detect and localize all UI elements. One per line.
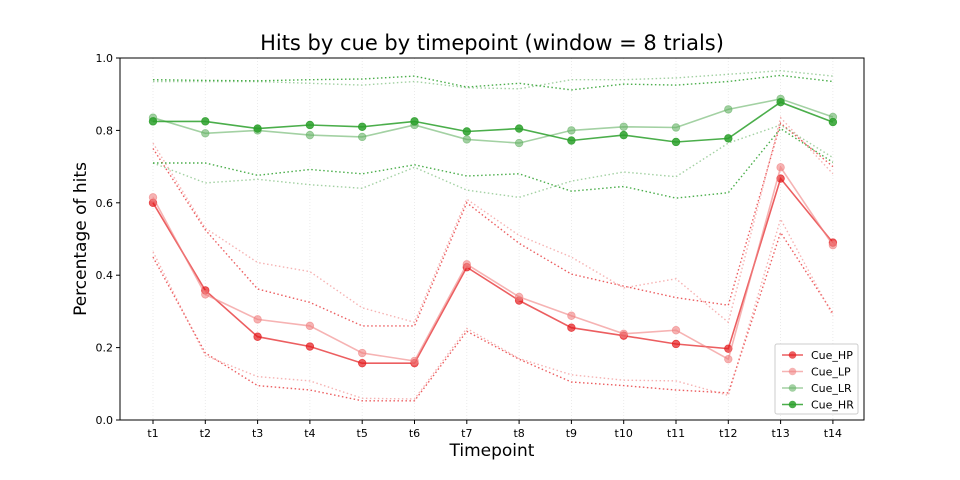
series-line-0 <box>152 176 834 365</box>
series-3-point <box>253 124 262 133</box>
series-2-point <box>201 129 210 138</box>
x-tick-label: t5 <box>357 427 368 440</box>
series-3-point <box>410 117 419 126</box>
series-3-point <box>514 124 524 133</box>
legend-swatch-marker <box>788 400 797 409</box>
y-tick-label: 0.2 <box>96 342 114 355</box>
plot-frame <box>119 57 865 421</box>
legend-label: Cue_LR <box>811 382 852 395</box>
legend-swatch-marker <box>788 384 797 392</box>
axis-layer: t1 t2 t3 t4 t5 t6 t7 t8 t9 t10 t11 t12 t13 t14 0.0 0.2 0… <box>96 52 843 440</box>
series-2-upper-bound-line <box>153 69 833 90</box>
x-tick-label: t2 <box>200 427 211 440</box>
series-3-upper-bound-line <box>152 74 833 91</box>
series-2-point <box>305 130 315 140</box>
series-2-point <box>619 122 628 131</box>
series-1-point <box>358 348 367 358</box>
legend-swatch-marker <box>788 351 797 359</box>
series-1-point <box>201 290 210 299</box>
series-1-point <box>305 321 315 331</box>
chart-title: Hits by cue by timepoint (window = 8 tri… <box>260 31 724 55</box>
series-1-point <box>462 260 471 269</box>
legend: Cue_HP Cue_LP Cue_LR Cue_HR <box>774 343 859 415</box>
series-1-point <box>776 163 785 172</box>
series-0-point <box>671 339 681 349</box>
series-line-2 <box>152 98 834 144</box>
series-3-point <box>201 117 210 126</box>
series-3-point <box>724 134 733 143</box>
series-0-point <box>567 323 576 332</box>
series-3-point <box>358 122 367 131</box>
series-0-lower-bound-line <box>152 230 834 402</box>
series-3-point <box>305 120 315 130</box>
series-2-point <box>514 138 524 148</box>
series-3-point <box>828 117 838 127</box>
series-0-point <box>253 332 262 341</box>
x-tick-label: t6 <box>409 427 420 440</box>
x-tick-label: t3 <box>252 427 263 440</box>
legend-label: Cue_HP <box>811 349 853 362</box>
series-1-point <box>148 193 158 202</box>
series-0-upper-bound-line <box>152 121 834 327</box>
x-tick-label: t14 <box>824 427 842 440</box>
series-layer <box>148 94 838 368</box>
x-tick-label: t13 <box>771 427 789 440</box>
series-1-point <box>828 240 838 250</box>
legend-box <box>774 343 859 415</box>
band-lines-layer <box>152 69 834 402</box>
series-3-point <box>462 127 471 136</box>
y-tick-label: 0.0 <box>96 414 114 427</box>
x-tick-label: t12 <box>719 427 737 440</box>
series-3-point <box>671 137 681 147</box>
series-2-point <box>462 135 471 144</box>
series-3-point <box>619 130 628 140</box>
series-1-point <box>671 326 681 335</box>
x-tick-label: t7 <box>461 427 472 440</box>
x-tick-label: t11 <box>667 427 685 440</box>
series-1-point <box>567 311 576 320</box>
x-tick-label: t9 <box>566 427 577 440</box>
series-2-lower-bound-line <box>152 124 834 199</box>
x-tick-label: t1 <box>147 427 158 440</box>
legend-label: Cue_HR <box>811 399 854 412</box>
y-tick-label: 0.4 <box>96 269 114 282</box>
y-tick-label: 1.0 <box>96 52 114 65</box>
x-axis-title: Timepoint <box>449 441 535 461</box>
legend-swatch-marker <box>788 367 797 376</box>
series-3-point <box>776 97 785 107</box>
series-line-1 <box>152 165 834 362</box>
series-line-3 <box>153 101 834 143</box>
series-0-point <box>358 358 367 368</box>
legend-label: Cue_LP <box>811 366 851 379</box>
series-1-point <box>619 329 628 339</box>
series-2-point <box>358 132 367 142</box>
x-tick-label: t8 <box>513 427 524 440</box>
series-2-point <box>671 123 681 132</box>
series-0-point <box>305 342 315 351</box>
y-tick-label: 0.6 <box>96 197 114 210</box>
series-1-lower-bound-line <box>152 217 834 400</box>
series-1-point <box>724 354 733 364</box>
series-2-point <box>724 105 733 114</box>
x-tick-label: t10 <box>615 427 633 440</box>
series-1-point <box>410 356 419 366</box>
y-axis-title: Percentage of hits <box>71 162 91 316</box>
series-3-point <box>148 117 158 126</box>
series-1-point <box>514 292 524 302</box>
x-tick-label: t4 <box>304 427 315 440</box>
series-1-point <box>253 315 262 324</box>
series-2-point <box>567 126 576 135</box>
y-tick-label: 0.8 <box>96 124 114 137</box>
series-3-point <box>567 136 576 145</box>
